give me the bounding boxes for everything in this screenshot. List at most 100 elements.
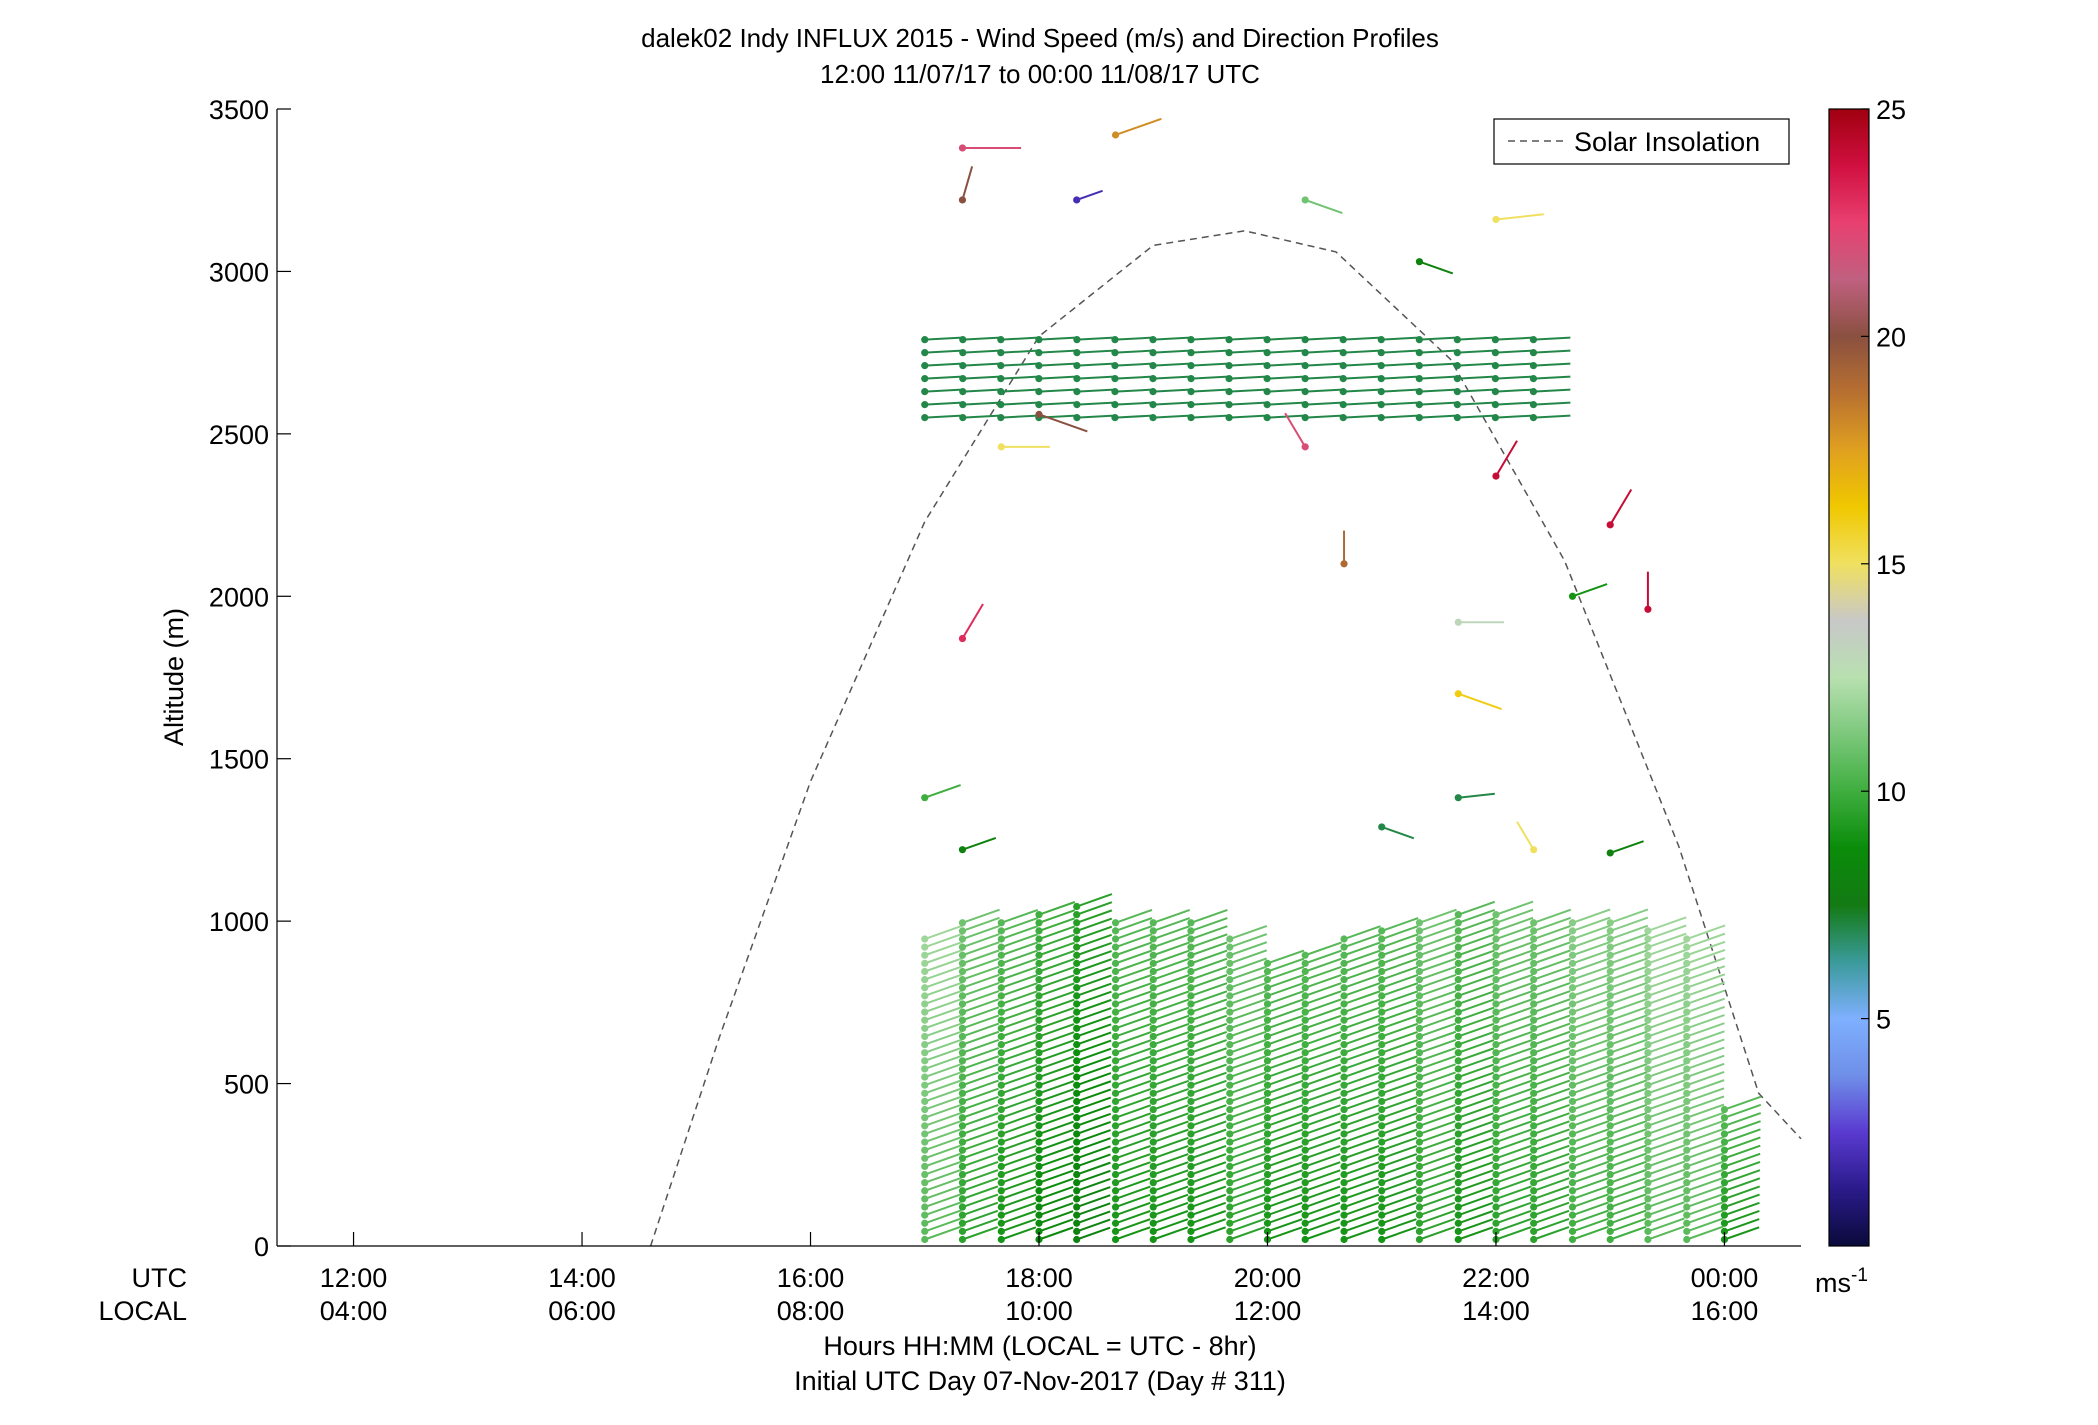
wind-barb-point	[1492, 1130, 1500, 1138]
wind-barb-point	[1606, 1235, 1614, 1244]
wind-barb-point	[997, 1081, 1005, 1089]
wind-barb-point	[997, 375, 1005, 383]
wind-barb-shaft	[1000, 1022, 1038, 1038]
wind-barb-shaft	[962, 1177, 999, 1192]
wind-barb-shaft	[1572, 1185, 1609, 1200]
wind-barb-shaft	[1343, 925, 1381, 940]
legend-box	[1493, 118, 1790, 165]
wind-barb-point	[1340, 1016, 1348, 1024]
wind-barb-point	[921, 1203, 929, 1211]
wind-barb-point	[1568, 1179, 1577, 1187]
wind-barb-shaft	[1686, 1111, 1725, 1127]
wind-barb-shaft	[1152, 388, 1191, 393]
wind-barb-shaft	[1495, 1095, 1533, 1111]
wind-barb-point	[958, 1089, 967, 1097]
wind-barb-shaft	[1495, 1087, 1533, 1103]
wind-barb-point	[1073, 1235, 1081, 1244]
wind-barb-point	[1035, 1130, 1043, 1138]
wind-barb-shaft	[1076, 414, 1114, 419]
wind-barb-point	[1454, 927, 1462, 935]
wind-barb-shaft	[1457, 982, 1495, 997]
wind-barb-point	[1378, 1138, 1386, 1146]
wind-barb-point	[1492, 1114, 1500, 1122]
wind-barb-shaft	[1647, 1209, 1685, 1225]
wind-barb-point	[1340, 1097, 1348, 1106]
wind-barb-shaft	[1115, 1039, 1152, 1054]
x-tick-label-utc: 20:00	[1234, 1263, 1302, 1293]
wind-barb-shaft	[1076, 958, 1112, 973]
wind-barb-shaft	[1190, 974, 1228, 989]
wind-barb-point	[1225, 375, 1233, 383]
wind-barb-point	[1263, 362, 1271, 370]
wind-barb-shaft	[1495, 440, 1518, 477]
wind-barb-shaft	[1076, 1129, 1111, 1143]
wind-barb-point	[1720, 1105, 1729, 1114]
wind-barb-shaft	[962, 1128, 999, 1143]
wind-barb-shaft	[1419, 1226, 1456, 1241]
wind-barb-shaft	[1457, 1031, 1495, 1046]
wind-barb-point	[958, 1008, 967, 1016]
wind-barb-point	[1225, 388, 1233, 396]
wind-barb-shaft	[1038, 375, 1076, 380]
wind-barb-point	[958, 1179, 967, 1187]
wind-barb-shaft	[1304, 1136, 1341, 1152]
wind-barb-shaft	[1495, 1071, 1533, 1087]
wind-barb-point	[1454, 1227, 1462, 1235]
wind-barb-shaft	[1533, 388, 1571, 393]
wind-barb-shaft	[1152, 375, 1191, 380]
wind-barb-point	[1149, 1179, 1157, 1187]
wind-barb-point	[1340, 1187, 1348, 1195]
wind-barb-point	[1187, 1130, 1195, 1138]
wind-barb-point	[1035, 1097, 1043, 1106]
wind-barb-shaft	[962, 1030, 1000, 1046]
wind-barb-point	[1301, 1219, 1309, 1227]
wind-barb-shaft	[1267, 990, 1305, 1005]
wind-barb-shaft	[1419, 375, 1457, 380]
wind-barb-shaft	[962, 1014, 1000, 1030]
wind-barb-point	[997, 362, 1005, 370]
wind-barb-point	[1683, 1049, 1691, 1057]
wind-barb-shaft	[1495, 1144, 1533, 1160]
wind-barb-shaft	[1533, 1152, 1570, 1168]
wind-barb-shaft	[1190, 1006, 1228, 1022]
wind-barb-shaft	[1343, 1128, 1380, 1143]
wind-barb-point	[1073, 1089, 1081, 1097]
wind-barb-shaft	[1457, 1120, 1494, 1135]
wind-barb-point	[1454, 976, 1462, 984]
wind-barb-shaft	[924, 375, 962, 380]
wind-barb-shaft	[924, 1087, 963, 1103]
wind-barb-shaft	[1495, 908, 1534, 924]
wind-barb-shaft	[1000, 1071, 1038, 1087]
wind-barb-shaft	[1533, 1217, 1570, 1233]
wind-barb-shaft	[1115, 941, 1153, 957]
wind-barb-point	[1149, 1040, 1157, 1049]
wind-barb-point	[1378, 1114, 1386, 1122]
wind-barb-shaft	[1343, 1136, 1380, 1152]
wind-barb-shaft	[1304, 1193, 1341, 1208]
wind-barb-shaft	[1495, 401, 1533, 406]
wind-barb-shaft	[1419, 1185, 1456, 1200]
wind-barb-point	[1187, 375, 1195, 383]
wind-barb-point	[959, 375, 967, 383]
wind-barb-point	[1073, 1162, 1081, 1171]
wind-barb-point	[1644, 1235, 1652, 1244]
wind-barb-shaft	[1647, 1144, 1686, 1160]
wind-barb-shaft	[1609, 1014, 1648, 1030]
wind-barb-point	[1568, 1008, 1577, 1016]
wind-barb-shaft	[924, 957, 964, 973]
wind-barb-point	[1415, 1154, 1424, 1162]
wind-barb-shaft	[1533, 1201, 1570, 1217]
wind-barb-point	[1415, 1097, 1424, 1106]
wind-barb-shaft	[924, 1201, 962, 1217]
wind-barb-point	[1073, 1130, 1081, 1138]
wind-barb-shaft	[1381, 1047, 1418, 1062]
wind-barb-shaft	[1304, 1201, 1341, 1217]
wind-barb-shaft	[1304, 1087, 1342, 1103]
wind-barb-shaft	[1000, 1087, 1038, 1103]
wind-barb-point	[1454, 1138, 1462, 1146]
wind-barb-shaft	[1115, 1177, 1151, 1192]
wind-barb-point	[1035, 1170, 1043, 1179]
wind-barb-point	[1644, 1081, 1652, 1089]
y-tick-label: 3500	[209, 95, 269, 125]
wind-barb-shaft	[1686, 973, 1726, 989]
